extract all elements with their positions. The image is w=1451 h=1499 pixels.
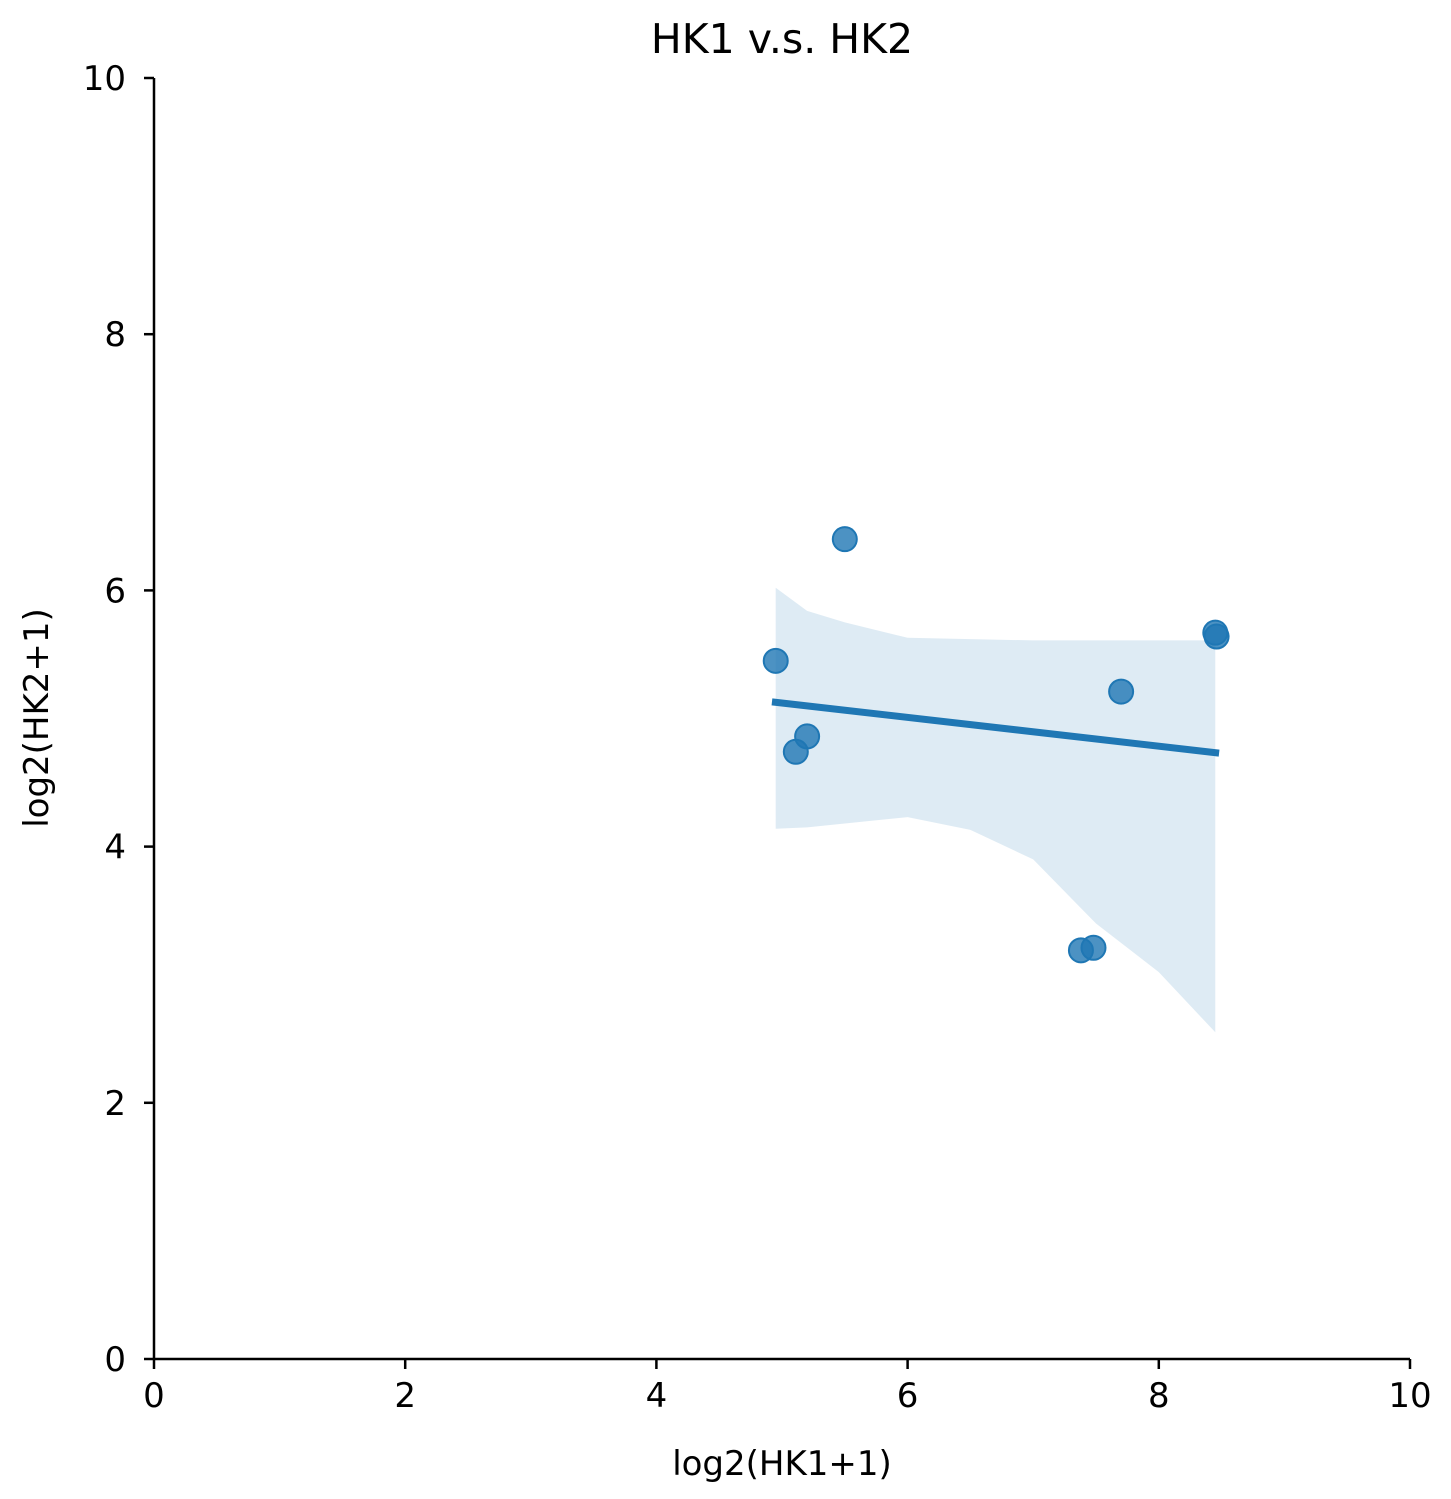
scatter-point [1203, 623, 1230, 650]
x-tick-label: 8 [1148, 1376, 1170, 1416]
scatter-point [762, 647, 789, 674]
x-tick-label: 2 [394, 1376, 416, 1416]
y-axis-title: log2(HK2+1) [17, 608, 57, 828]
scatter-point [831, 526, 858, 553]
chart-title: HK1 v.s. HK2 [651, 15, 913, 63]
y-tick-label: 0 [104, 1340, 126, 1380]
y-tick-label: 6 [104, 571, 126, 611]
confidence-band-layer [775, 587, 1216, 1033]
y-tick-label: 2 [104, 1084, 126, 1124]
axes [152, 78, 1410, 1361]
scatter-point [1080, 934, 1107, 961]
x-tick-label: 10 [1388, 1376, 1431, 1416]
x-tick-label: 0 [143, 1376, 165, 1416]
confidence-band [775, 587, 1216, 1033]
scatter-point [782, 738, 809, 765]
x-tick-label: 6 [897, 1376, 919, 1416]
y-tick-label: 4 [104, 828, 126, 868]
x-tick-label: 4 [646, 1376, 668, 1416]
y-ticks: 0 2 4 6 8 10 [83, 59, 154, 1380]
scatter-point [1108, 678, 1135, 705]
regression-line [771, 698, 1220, 757]
points-layer [762, 526, 1230, 964]
y-tick-label: 10 [83, 59, 126, 99]
x-ticks: 0 2 4 6 8 10 [143, 1359, 1432, 1416]
y-tick-label: 8 [104, 315, 126, 355]
regression-line-layer [771, 698, 1220, 757]
x-axis-title: log2(HK1+1) [672, 1444, 892, 1484]
